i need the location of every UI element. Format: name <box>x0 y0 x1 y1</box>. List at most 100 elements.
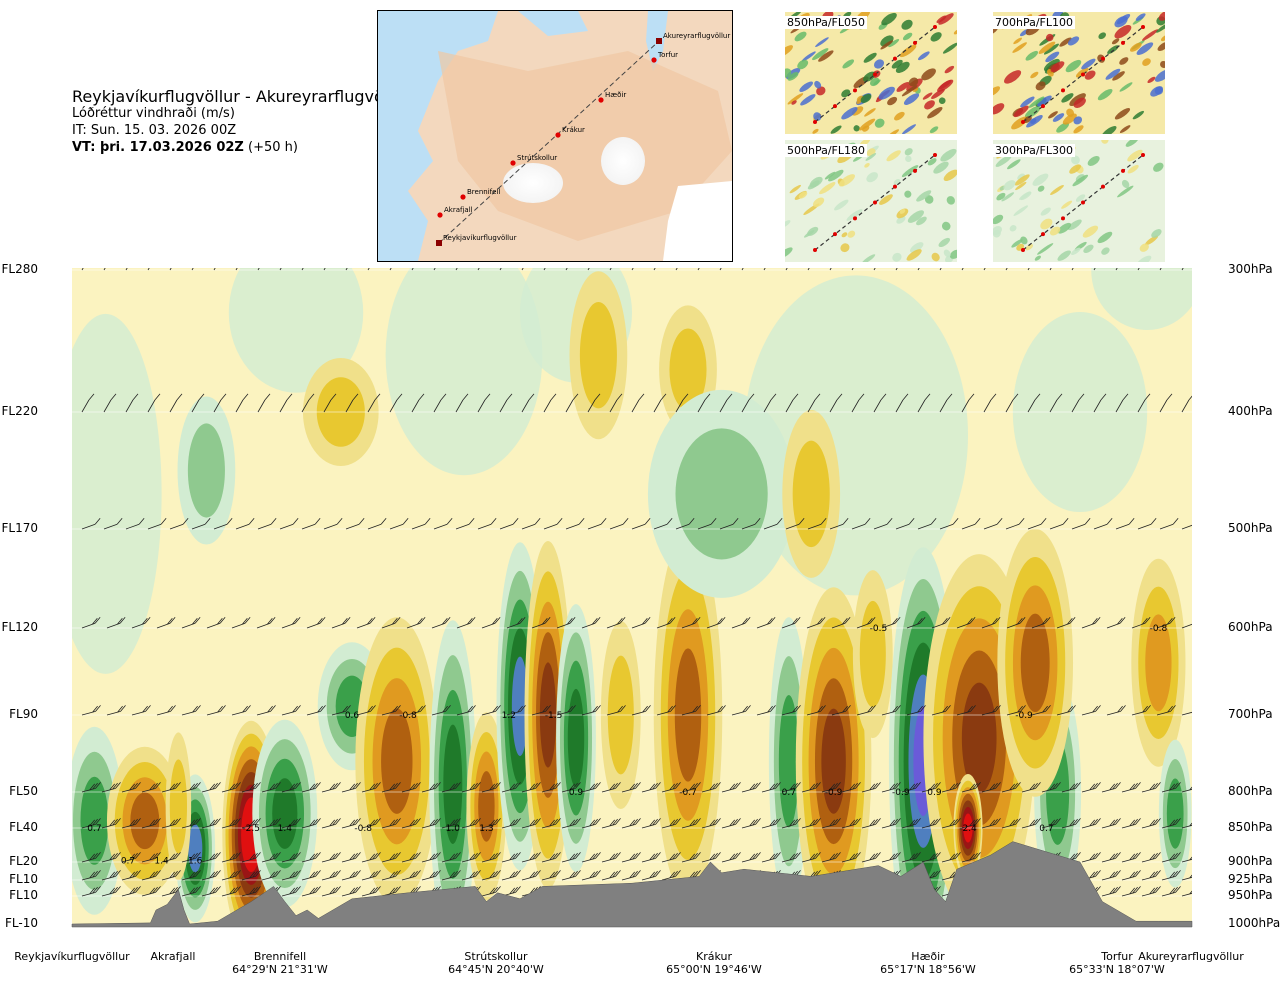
wind-barb <box>1159 517 1179 530</box>
wind-barb <box>621 818 641 829</box>
wind-barb <box>801 818 821 829</box>
wind-barb <box>81 517 101 530</box>
velocity-contour <box>669 328 707 411</box>
wind-barb <box>1181 268 1184 271</box>
wind-barb <box>81 886 101 897</box>
mini-map-cell <box>1114 108 1131 120</box>
mini-map-point <box>1061 88 1065 93</box>
wind-barb <box>939 268 942 271</box>
wind-barb <box>761 782 781 793</box>
wind-barb <box>341 782 361 793</box>
pressure-level-label: 400hPa <box>1228 404 1273 418</box>
wind-barb <box>961 393 975 413</box>
mini-map-cell <box>1025 244 1034 251</box>
wind-barb <box>641 818 661 829</box>
wind-barb <box>581 818 601 829</box>
wind-barb <box>661 870 681 881</box>
wind-barb <box>543 268 546 271</box>
mini-map-point <box>1141 25 1145 29</box>
wind-barb <box>1101 782 1121 793</box>
wind-barb <box>421 852 441 863</box>
value-label: 0.7 <box>782 788 796 798</box>
value-label: 0.9 <box>927 788 942 798</box>
wind-barb <box>121 782 141 793</box>
wind-barb <box>731 705 751 716</box>
mini-map-cell <box>1082 225 1099 238</box>
wind-barb <box>821 782 841 793</box>
value-label: 1.4 <box>278 824 293 834</box>
mini-map-cell <box>1069 164 1081 174</box>
wind-barb <box>455 393 469 413</box>
wind-barb <box>781 705 801 716</box>
wind-barb <box>675 268 678 271</box>
wind-barb <box>675 393 689 413</box>
mini-map-cell <box>993 27 998 35</box>
wind-barb <box>1181 786 1192 793</box>
mini-map-cell <box>815 37 829 48</box>
wind-barb <box>401 782 421 793</box>
wind-barb <box>901 818 921 829</box>
wind-barb <box>565 268 568 271</box>
wind-barb <box>481 886 501 897</box>
mini-map-cell <box>1073 97 1086 109</box>
velocity-cell <box>782 409 841 578</box>
mini-map-cell <box>1020 236 1028 245</box>
mini-map-cell <box>1142 29 1159 41</box>
wind-barb <box>807 517 827 530</box>
wind-barb <box>306 616 326 629</box>
wind-barb <box>361 870 381 881</box>
wind-barb <box>521 818 541 829</box>
velocity-contour <box>792 440 830 548</box>
flight-level-label: FL20 <box>9 854 38 868</box>
wind-barb <box>461 870 481 881</box>
wind-barb <box>1081 616 1101 629</box>
wind-barb <box>543 393 557 413</box>
mini-map-cell <box>1028 96 1045 108</box>
wind-barb <box>983 517 1003 530</box>
velocity-contour <box>130 792 160 850</box>
wind-barb <box>1021 782 1041 793</box>
wind-barb <box>653 393 667 413</box>
mini-map-cell <box>878 86 895 100</box>
wind-barb <box>141 852 161 863</box>
wind-barb <box>931 616 951 629</box>
wind-barb <box>721 782 741 793</box>
wind-barb <box>213 268 216 271</box>
velocity-contour <box>821 708 846 814</box>
value-label: -0.8 <box>354 824 372 834</box>
wind-barb <box>531 705 551 716</box>
wind-barb <box>141 870 161 881</box>
wind-barb <box>125 393 139 413</box>
mini-map-point <box>1041 104 1045 109</box>
wind-barb <box>147 268 150 271</box>
wind-barb <box>206 616 226 629</box>
wind-barb <box>231 616 251 629</box>
wind-barb <box>361 818 381 829</box>
wind-barb <box>983 268 986 271</box>
wind-barb <box>1131 705 1151 716</box>
wind-barb <box>681 852 701 863</box>
flight-level-label: FL-10 <box>5 916 38 930</box>
wind-barb <box>461 852 481 863</box>
wind-barb <box>441 782 461 793</box>
wind-barb <box>301 517 321 530</box>
issue-time: IT: Sun. 15. 03. 2026 00Z <box>72 123 237 138</box>
mini-map-cell <box>841 107 858 120</box>
wind-barb <box>241 870 261 881</box>
mini-map-cell <box>863 71 876 82</box>
wind-barb <box>939 393 953 413</box>
mini-map-cell <box>798 191 808 199</box>
wind-barb <box>235 268 238 271</box>
mini-map-cell <box>891 59 903 69</box>
mini-map-cell <box>1154 86 1164 95</box>
wind-barb <box>851 517 871 530</box>
mini-map-cell <box>873 59 885 69</box>
mini-map-cell <box>940 148 957 162</box>
wind-barb <box>941 852 961 863</box>
wind-barb <box>741 852 761 863</box>
route-point: Brennifell <box>460 188 500 200</box>
pressure-level-label: 900hPa <box>1228 854 1273 868</box>
wind-barb <box>1137 268 1140 271</box>
wind-barb <box>481 870 501 881</box>
mini-map-cell <box>856 99 862 104</box>
